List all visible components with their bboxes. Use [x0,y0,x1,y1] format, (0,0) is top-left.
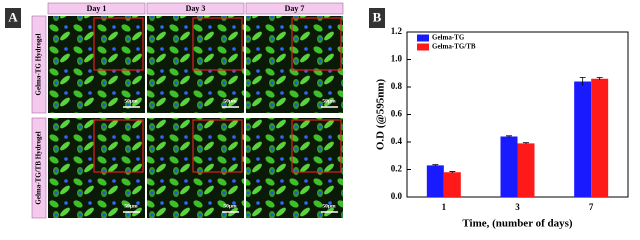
y-tick-label: 0.6 [391,109,403,119]
y-tick-label: 0.2 [391,164,403,174]
legend-swatch [417,34,429,42]
legend-label: Gelma-TG/TB [432,43,476,51]
panel-b: B 0.0 0.2 0.4 0.6 0.8 1.0 1.2 1 3 7 Gelma-TGGelma-… [369,8,629,230]
error-bar [506,135,512,138]
scale-bar-label: 50μm [322,98,336,104]
y-tick-label: 1.0 [391,54,403,64]
error-bar [579,76,586,86]
column-header-box [245,2,344,15]
bar [426,165,444,197]
row-label-box [31,117,47,219]
row-label: Gelma-TG/TB Hydrogel [35,131,43,204]
error-bar [432,164,439,167]
bar [574,81,592,197]
panel-label-box [369,8,385,28]
bar [591,78,609,197]
legend-swatch [417,43,429,51]
error-bar [523,142,529,145]
scale-bar-label: 50μm [124,203,138,209]
panel-label-box [5,8,21,28]
x-axis-label: Time, (number of days) [462,218,573,230]
y-tick-label: 1.2 [391,26,403,36]
x-tick-label: 1 [442,202,447,212]
row-label: Gelma-TG Hydrogel [35,34,43,96]
column-header: Day 1 [87,4,107,13]
column-header-box [47,2,146,15]
x-tick-label: 7 [589,202,594,212]
scale-bar-label: 50μm [223,98,237,104]
bar [443,172,461,197]
inset-box [93,17,144,71]
bar [500,136,518,197]
y-tick-label: 0.8 [391,81,403,91]
inset-box [291,119,342,173]
column-header: Day 3 [186,4,206,13]
bar [517,143,535,197]
legend-label: Gelma-TG [432,34,465,42]
y-axis-label: O.D (@595nm) [375,78,387,150]
error-bar [596,76,603,81]
column-header-box [146,2,245,15]
column-header: Day 7 [285,4,305,13]
inset-box [192,17,243,71]
row-label-box [31,15,47,114]
y-tick-label: 0.0 [391,191,403,201]
y-tick-label: 0.4 [391,136,403,146]
scale-bar-label: 50μm [322,203,336,209]
panel-a: A Day 1 Day 3 Day 7 Gelma-TG Hydrogel 50μm 50… [5,2,344,219]
inset-box [192,119,243,173]
scale-bar-label: 50μm [124,98,138,104]
error-bar [449,171,456,173]
inset-box [291,17,342,71]
inset-box [93,119,144,173]
x-tick-label: 3 [515,202,520,212]
panel-label: A [8,9,18,24]
scale-bar-label: 50μm [223,203,237,209]
panel-label: B [373,9,382,24]
